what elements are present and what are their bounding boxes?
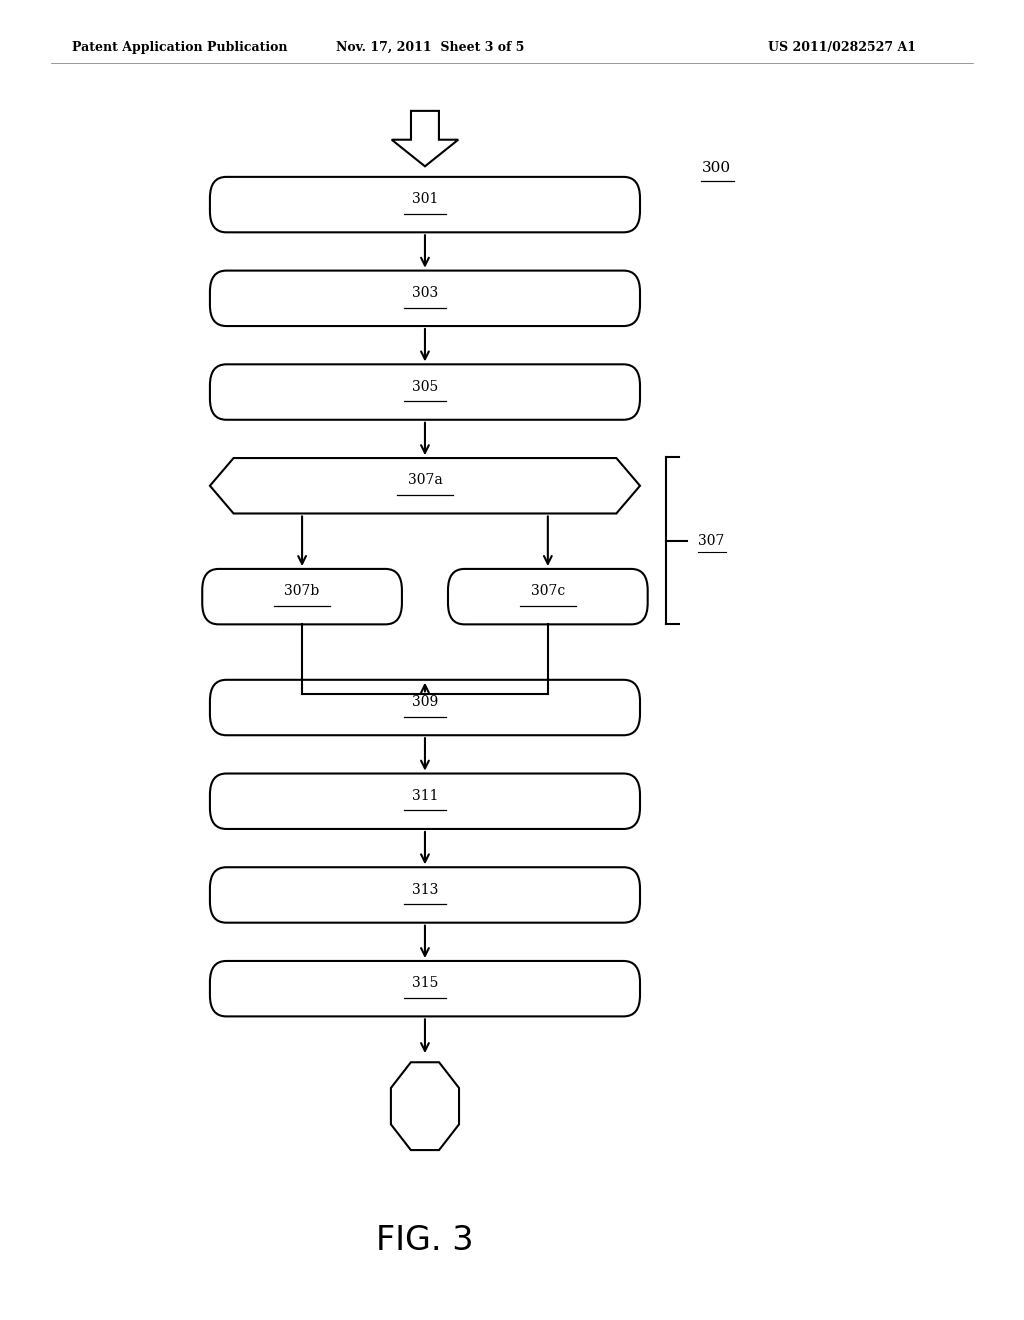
Text: US 2011/0282527 A1: US 2011/0282527 A1 xyxy=(768,41,916,54)
Text: Nov. 17, 2011  Sheet 3 of 5: Nov. 17, 2011 Sheet 3 of 5 xyxy=(336,41,524,54)
Polygon shape xyxy=(391,111,459,166)
Text: 307: 307 xyxy=(698,533,725,548)
FancyBboxPatch shape xyxy=(449,569,648,624)
FancyBboxPatch shape xyxy=(210,680,640,735)
FancyBboxPatch shape xyxy=(210,364,640,420)
Text: 309: 309 xyxy=(412,696,438,709)
Text: 300: 300 xyxy=(701,161,730,174)
FancyBboxPatch shape xyxy=(202,569,401,624)
Text: 311: 311 xyxy=(412,789,438,803)
Text: Patent Application Publication: Patent Application Publication xyxy=(72,41,287,54)
Polygon shape xyxy=(210,458,640,513)
Text: 303: 303 xyxy=(412,286,438,300)
FancyBboxPatch shape xyxy=(210,271,640,326)
FancyBboxPatch shape xyxy=(210,177,640,232)
Text: 301: 301 xyxy=(412,193,438,206)
Text: 313: 313 xyxy=(412,883,438,896)
FancyBboxPatch shape xyxy=(210,774,640,829)
FancyBboxPatch shape xyxy=(210,867,640,923)
Polygon shape xyxy=(391,1063,459,1150)
Text: 305: 305 xyxy=(412,380,438,393)
Text: 307c: 307c xyxy=(530,585,565,598)
Text: 307a: 307a xyxy=(408,474,442,487)
Text: FIG. 3: FIG. 3 xyxy=(376,1225,474,1257)
Text: 307b: 307b xyxy=(285,585,319,598)
FancyBboxPatch shape xyxy=(210,961,640,1016)
Text: 315: 315 xyxy=(412,977,438,990)
